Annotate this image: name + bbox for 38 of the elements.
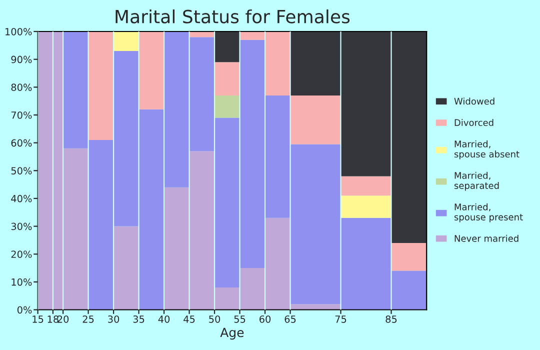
- x-tick-label: 25: [82, 315, 94, 323]
- bar: [138, 32, 164, 110]
- x-tick-label: 85: [386, 315, 397, 323]
- y-tick-label: 70%: [11, 111, 32, 119]
- legend-label: Married, spouse present: [454, 203, 523, 222]
- y-tick-label: 90%: [11, 56, 32, 64]
- legend-label: Married, separated: [454, 172, 499, 191]
- x-tick-label: 50: [209, 315, 220, 323]
- x-tick-label: 15: [32, 316, 44, 323]
- legend-label: Divorced: [454, 119, 494, 126]
- y-tick-label: 40%: [11, 194, 32, 202]
- y-tick-label: 0%: [17, 306, 32, 314]
- y-tick-label: 50%: [11, 167, 32, 174]
- bar: [214, 96, 240, 118]
- bar: [214, 62, 240, 96]
- legend-label: Married, spouse absent: [454, 140, 520, 160]
- x-tick-label: 30: [108, 315, 120, 323]
- x-tick-label: 60: [260, 315, 271, 323]
- x-tick-label: 55: [234, 316, 246, 323]
- x-tick-label: 65: [284, 315, 296, 323]
- x-tick-label: 20: [58, 315, 69, 323]
- chart-title: Marital Status for Females: [116, 9, 350, 24]
- x-tick-label: 18: [48, 315, 58, 323]
- x-axis-title: Age: [220, 328, 244, 340]
- legend-label: Widowed: [454, 98, 494, 105]
- y-tick-label: 20%: [11, 250, 32, 258]
- y-tick-label: 10%: [12, 278, 32, 286]
- x-tick-label: 45: [184, 316, 195, 323]
- x-tick-label: 75: [335, 316, 346, 323]
- x-tick-label: 35: [133, 315, 144, 323]
- bar: [114, 226, 139, 310]
- y-tick-label: 30%: [11, 222, 32, 230]
- y-tick-label: 100%: [6, 28, 32, 36]
- y-tick-label: 60%: [11, 139, 32, 147]
- y-tick-label: 80%: [11, 84, 32, 91]
- x-tick-label: 40: [158, 315, 170, 323]
- legend-label: Never married: [454, 234, 518, 242]
- bar: [88, 32, 114, 140]
